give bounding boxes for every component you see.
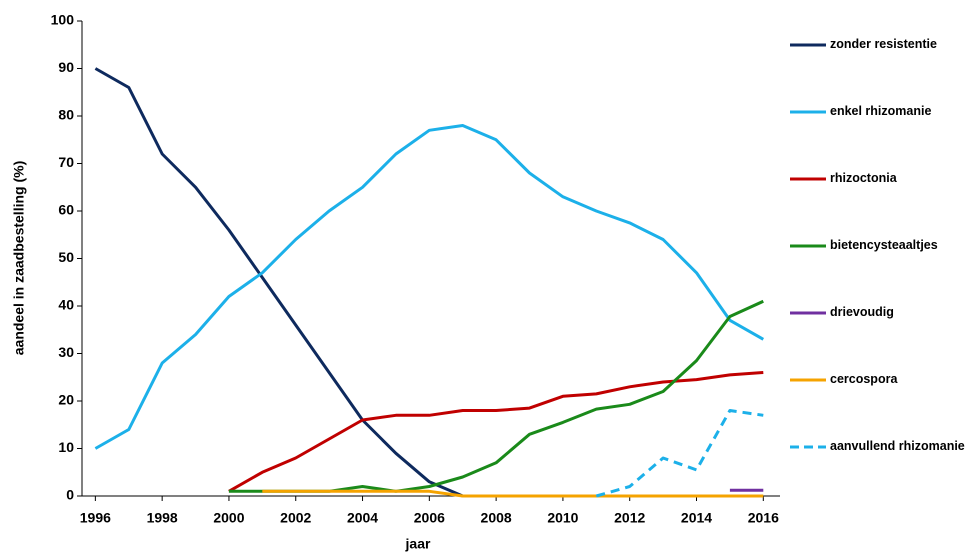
x-tick-label: 2008 [481, 510, 512, 526]
x-axis-title: jaar [405, 536, 431, 552]
series-line [94, 67, 464, 498]
y-tick-label: 70 [58, 154, 74, 170]
legend-label: bietencysteaaltjes [830, 238, 938, 252]
y-tick-label: 60 [58, 202, 74, 218]
x-tick-label: 2002 [280, 510, 311, 526]
y-tick-label: 90 [58, 59, 74, 75]
series-line [228, 371, 764, 493]
x-tick-label: 2016 [748, 510, 779, 526]
x-tick-label: 2012 [614, 510, 645, 526]
y-tick-label: 30 [58, 344, 74, 360]
y-axis-title: aandeel in zaadbestelling (%) [11, 161, 27, 356]
y-tick-label: 10 [58, 439, 74, 455]
x-tick-label: 2006 [414, 510, 445, 526]
legend-label: aanvullend rhizomanie [830, 439, 965, 453]
x-tick-label: 2004 [347, 510, 378, 526]
series-line [595, 409, 764, 498]
x-tick-label: 1998 [147, 510, 178, 526]
y-tick-label: 20 [58, 392, 74, 408]
legend-label: rhizoctonia [830, 171, 897, 185]
x-tick-label: 1996 [80, 510, 111, 526]
y-tick-label: 50 [58, 249, 74, 265]
y-tick-label: 100 [51, 12, 75, 28]
legend-label: zonder resistentie [830, 37, 937, 51]
y-tick-label: 80 [58, 107, 74, 123]
y-tick-label: 0 [66, 487, 74, 503]
series-line [94, 124, 765, 450]
legend-label: drievoudig [830, 305, 894, 319]
y-tick-label: 40 [58, 297, 74, 313]
series-line [228, 299, 764, 493]
x-tick-label: 2000 [213, 510, 244, 526]
legend-label: enkel rhizomanie [830, 104, 932, 118]
x-tick-label: 2014 [681, 510, 712, 526]
legend-label: cercospora [830, 372, 898, 386]
x-tick-label: 2010 [547, 510, 578, 526]
series-line [262, 489, 764, 498]
